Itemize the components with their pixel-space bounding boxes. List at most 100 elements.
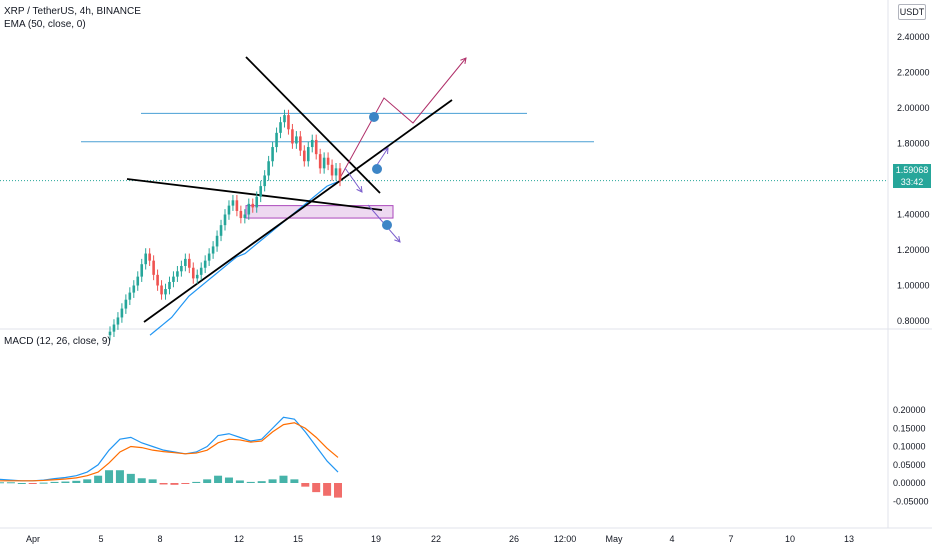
short-projection-arrow [344,167,363,193]
histogram-bar [170,483,179,485]
histogram-bar [214,475,223,483]
candle-body [263,175,266,187]
candle-body [322,157,326,169]
arrow-path [344,167,363,193]
price-tick-label: 2.20000 [897,68,930,78]
descending-support-line [126,178,383,211]
support-zone [245,205,394,219]
candle-body [334,168,338,176]
candle-body [338,168,342,181]
candle-body [148,253,151,261]
histogram-bar [6,482,15,484]
macd-tick-label: 0.15000 [893,423,926,433]
histogram-bar [126,473,135,483]
time-tick-label: 13 [844,534,854,544]
histogram-bar [0,482,4,484]
candle-body [108,331,112,336]
histogram-bar [115,470,124,483]
arrow-path [339,57,467,179]
candle-body [168,281,171,290]
candle-body [239,210,243,219]
candle-body [120,308,124,318]
candle-body [124,299,128,309]
time-tick-label: 5 [98,534,103,544]
time-tick-label: 22 [431,534,441,544]
candle-body [314,139,318,155]
falling-trendline [245,56,381,194]
candle-body [267,161,270,176]
signal-line [0,422,339,482]
candle-body [116,317,120,325]
candle-body [275,132,278,148]
arrow-head [460,57,467,64]
histogram-bar [105,470,114,483]
price-tick-label: 1.20000 [897,245,930,255]
price-tick-label: 0.80000 [897,316,930,326]
candle-body [144,253,147,265]
histogram-bar [61,481,70,483]
chart-grid [0,0,932,529]
candle-body [188,258,191,268]
candle-body [283,115,286,123]
price-tick-label: 1.80000 [897,139,930,149]
target-marker [382,220,392,230]
time-tick-label: 4 [669,534,674,544]
macd-line [0,416,339,482]
arrow-head [394,236,401,243]
candle-body [326,157,330,165]
candle-body [199,267,203,275]
macd-tick-label: 0.00000 [893,478,926,488]
arrow-head [382,147,389,155]
histogram-bar [159,483,168,485]
histogram-bar [181,483,190,484]
candle-body [128,292,132,300]
bullish-projection-arrow [339,57,467,179]
histogram-bar [50,481,59,483]
time-tick-label: 10 [785,534,795,544]
histogram-bar [312,483,321,493]
candle-body [255,196,259,208]
time-tick-label: 7 [728,534,733,544]
currency-button[interactable]: USDT [898,4,926,20]
histogram-bar [268,479,277,483]
rising-trendline [143,99,453,323]
macd-indicator-label: MACD (12, 26, close, 9) [4,336,111,347]
candle-body [191,267,195,279]
macd-tick-label: -0.05000 [893,496,929,506]
candle-body [195,274,199,279]
axes: 2.400002.200002.000001.800001.600001.400… [26,32,930,544]
time-tick-label: 12 [234,534,244,544]
candle-body [176,271,179,277]
candle-body [271,147,274,162]
histogram-bar [323,483,332,496]
candle-body [160,285,163,295]
histogram-bar [224,477,233,483]
candle-body [164,289,167,295]
candle-body [211,246,215,254]
target-marker [369,112,379,122]
time-tick-label: 12:00 [554,534,577,544]
candle-body [140,264,144,277]
price-tick-label: 2.40000 [897,32,930,42]
candle-body [156,274,159,286]
histogram-bar [72,480,81,483]
candle-body [172,276,175,282]
ema-line [149,180,341,336]
price-value: 1.59068 [895,165,929,175]
symbol-title: XRP / TetherUS, 4h, BINANCE [4,6,141,17]
histogram-bar [83,479,92,483]
candle-body [215,235,219,247]
candles [108,109,342,341]
histogram-bar [17,483,26,484]
candle-body [303,150,306,162]
time-tick-label: 15 [293,534,303,544]
price-tick-label: 2.00000 [897,103,930,113]
candle-body [152,260,155,275]
time-tick-label: Apr [26,534,40,544]
ema-indicator-label: EMA (50, close, 0) [4,19,86,30]
histogram-bar [203,479,212,483]
current-price-label: 1.59068 33:42 [893,164,931,188]
bar-countdown: 33:42 [900,177,924,187]
candle-body [227,205,231,215]
